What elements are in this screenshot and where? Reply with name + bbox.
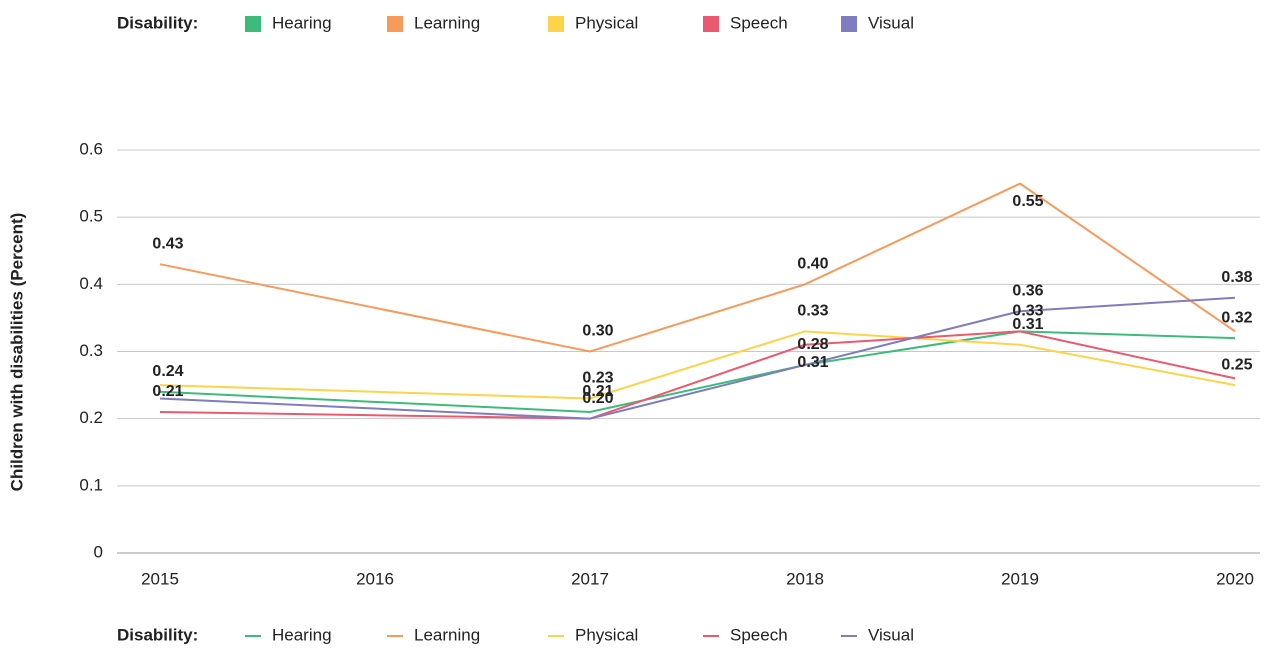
series-line [159, 330, 1236, 400]
data-label: 0.38 [1221, 269, 1252, 286]
data-label: 0.36 [1012, 282, 1043, 299]
legend-label: Learning [414, 13, 480, 32]
series-line [159, 330, 1236, 420]
y-tick-label: 0.5 [79, 207, 103, 226]
x-tick-label: 2018 [786, 569, 824, 588]
legend-title: Disability: [117, 625, 198, 644]
data-label: 0.31 [797, 354, 828, 371]
series-line [159, 296, 1236, 420]
y-tick-label: 0.6 [79, 139, 103, 158]
legend-title: Disability: [117, 13, 198, 32]
data-label: 0.32 [1221, 309, 1252, 326]
y-tick-label: 0.1 [79, 475, 103, 494]
legend-swatch [548, 16, 564, 32]
y-tick-label: 0.3 [79, 341, 103, 360]
y-axis-label: Children with disabilities (Percent) [7, 213, 26, 492]
legend-label: Speech [730, 625, 788, 644]
x-tick-label: 2016 [356, 569, 394, 588]
legend-label: Learning [414, 625, 480, 644]
legend-swatch [387, 16, 403, 32]
legend-label: Physical [575, 13, 638, 32]
x-tick-label: 2015 [141, 569, 179, 588]
legend-swatch [841, 16, 857, 32]
data-label: 0.25 [1221, 356, 1252, 373]
data-label: 0.33 [797, 303, 828, 320]
data-label: 0.23 [582, 370, 613, 387]
legend-swatch [703, 16, 719, 32]
legend-label: Visual [868, 13, 914, 32]
data-label: 0.28 [797, 336, 828, 353]
x-tick-label: 2019 [1001, 569, 1039, 588]
y-tick-label: 0.2 [79, 408, 103, 427]
data-label: 0.55 [1012, 193, 1043, 210]
legend-label: Hearing [272, 625, 332, 644]
data-label: 0.24 [152, 363, 183, 380]
data-label: 0.21 [152, 383, 183, 400]
data-label: 0.33 [1012, 303, 1043, 320]
data-label: 0.43 [152, 235, 183, 252]
data-label: 0.21 [582, 383, 613, 400]
legend-label: Speech [730, 13, 788, 32]
y-tick-label: 0 [94, 542, 103, 561]
data-label: 0.30 [582, 323, 613, 340]
x-tick-label: 2017 [571, 569, 609, 588]
x-tick-label: 2020 [1216, 569, 1254, 588]
legend-label: Visual [868, 625, 914, 644]
legend-label: Physical [575, 625, 638, 644]
y-tick-label: 0.4 [79, 274, 103, 293]
data-label: 0.20 [582, 390, 613, 407]
legend-swatch [245, 16, 261, 32]
data-label: 0.40 [797, 256, 828, 273]
data-label: 0.31 [1012, 316, 1043, 333]
legend-label: Hearing [272, 13, 332, 32]
series-line [159, 182, 1236, 353]
